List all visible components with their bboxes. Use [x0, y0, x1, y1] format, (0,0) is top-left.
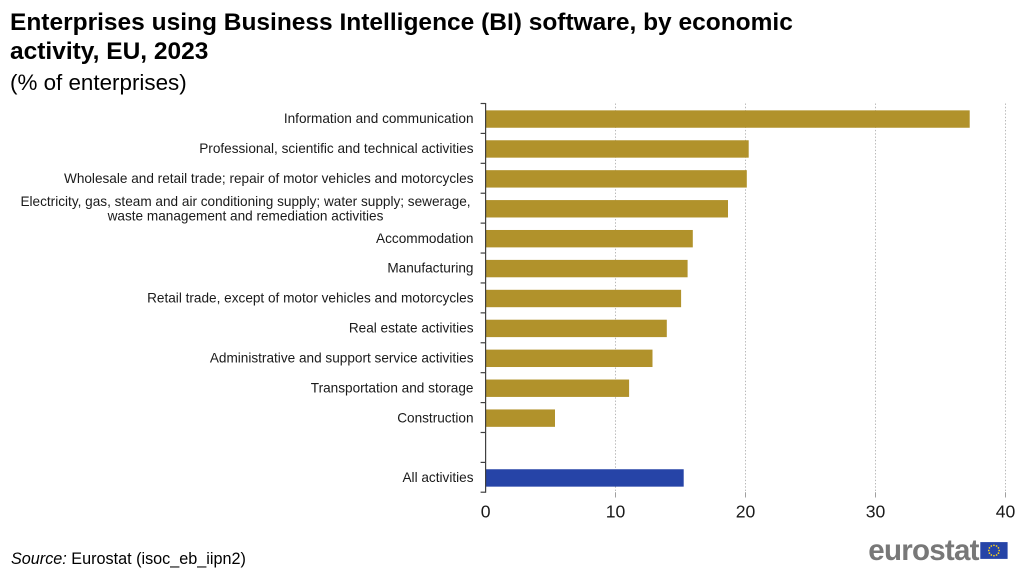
svg-text:0: 0: [481, 502, 491, 522]
svg-text:Wholesale and retail trade; re: Wholesale and retail trade; repair of mo…: [64, 171, 474, 186]
svg-text:10: 10: [606, 502, 626, 522]
svg-text:40: 40: [996, 502, 1016, 522]
svg-text:Transportation and storage: Transportation and storage: [311, 380, 474, 395]
svg-text:Professional, scientific and t: Professional, scientific and technical a…: [199, 141, 473, 156]
svg-text:Construction: Construction: [397, 410, 473, 425]
svg-text:Electricity, gas, steam and ai: Electricity, gas, steam and air conditio…: [20, 194, 470, 209]
svg-text:All activities: All activities: [402, 470, 473, 485]
svg-text:Accommodation: Accommodation: [376, 231, 473, 246]
svg-text:Retail trade, except of motor: Retail trade, except of motor vehicles a…: [147, 291, 474, 306]
svg-text:30: 30: [866, 502, 886, 522]
svg-text:waste management and remediati: waste management and remediation activit…: [107, 208, 384, 223]
svg-text:Administrative and support ser: Administrative and support service activ…: [210, 351, 474, 366]
svg-text:Manufacturing: Manufacturing: [387, 261, 473, 276]
svg-text:Information and communication: Information and communication: [284, 111, 474, 126]
svg-text:Real estate activities: Real estate activities: [349, 321, 474, 336]
svg-text:20: 20: [736, 502, 756, 522]
